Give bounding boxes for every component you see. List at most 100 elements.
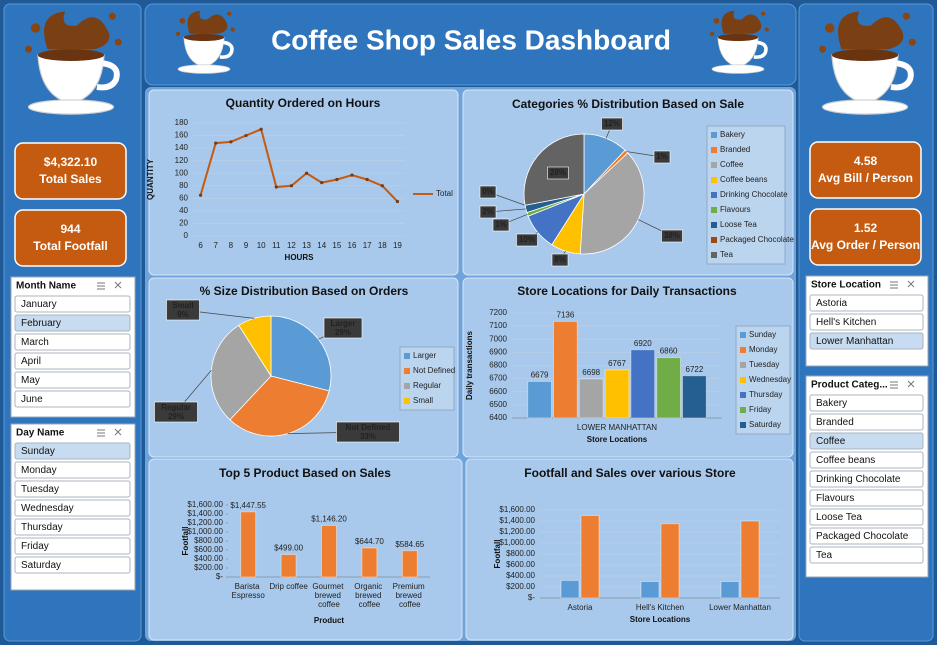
slicer-item-label: June [21, 394, 43, 405]
slicer-item-label: Lower Manhattan [816, 336, 893, 347]
legend-label: Small [413, 396, 433, 405]
data-label: $1,447.55 [230, 501, 266, 510]
slicer-item[interactable] [809, 313, 924, 331]
bar [560, 579, 580, 599]
kpi-card [809, 141, 922, 199]
kpi-label: Total Footfall [33, 239, 107, 253]
slicer-item[interactable] [14, 442, 131, 460]
point [259, 127, 263, 131]
slicer-item[interactable] [809, 413, 924, 431]
legend-label: Sunday [749, 330, 776, 339]
data-label-name: Small [172, 301, 193, 310]
label-box [323, 317, 363, 339]
legend-label: Wednesday [749, 375, 791, 384]
chart-title: Quantity Ordered on Hours [226, 96, 381, 110]
legend-label: Larger [413, 351, 436, 360]
legend-swatch [711, 237, 717, 243]
slicer-item[interactable] [14, 295, 131, 313]
x-tick-label: 9 [244, 241, 249, 250]
y-tick-label: $1,400.00 [499, 516, 535, 525]
data-label-name: Not Defined [346, 423, 391, 432]
slicer-item-label: Thursday [21, 522, 63, 533]
slicer-item[interactable] [14, 499, 131, 517]
x-axis-title: HOURS [285, 253, 315, 262]
label-box [661, 229, 683, 243]
bar [553, 320, 578, 419]
pie-slice [270, 315, 332, 392]
slicer-item-label: Bakery [816, 398, 847, 409]
slicer-item[interactable] [809, 546, 924, 564]
slicer-icon[interactable] [97, 428, 122, 437]
point [335, 177, 339, 182]
legend-label: Coffee beans [720, 175, 767, 184]
slicer-item[interactable] [809, 451, 924, 469]
slicer-icon[interactable] [97, 281, 122, 290]
y-tick-label: 6900 [489, 347, 507, 356]
slicer-item-label: Hell's Kitchen [816, 317, 876, 328]
slicer-item[interactable] [809, 432, 924, 450]
legend-label: Regular [413, 381, 441, 390]
data-label: 0% [482, 187, 494, 196]
point [198, 193, 203, 197]
point [229, 140, 233, 144]
kpi-card [14, 142, 127, 200]
legend-swatch [711, 207, 717, 213]
y-tick-label: 0 [184, 231, 189, 240]
slicer-item[interactable] [14, 314, 131, 332]
data-label: 28% [550, 168, 566, 177]
y-tick-label: 160 [175, 131, 189, 140]
data-label: $644.70 [355, 537, 384, 546]
slicer-item[interactable] [809, 332, 924, 350]
y-tick-label: 6700 [489, 374, 507, 383]
x-tick-label: Organic brewed coffee [354, 582, 384, 609]
slicer-item[interactable] [809, 470, 924, 488]
x-tick-label: Astoria [568, 603, 593, 612]
slicer-title: Product Categ... [811, 380, 888, 391]
chart-title: Categories % Distribution Based on Sale [512, 97, 744, 111]
slicer-item[interactable] [809, 527, 924, 545]
bar [660, 523, 680, 599]
y-tick-label: 80 [179, 181, 188, 190]
y-tick-label: 20 [179, 219, 188, 228]
slicer-item[interactable] [14, 333, 131, 351]
x-tick-label: Lower Manhattan [709, 603, 771, 612]
pie-slice [579, 152, 645, 255]
slicer-icon[interactable] [890, 280, 915, 289]
slicer-item[interactable] [809, 294, 924, 312]
bar [240, 511, 257, 578]
bar [604, 369, 630, 419]
y-tick-label: 60 [179, 193, 188, 202]
legend-swatch [740, 392, 746, 398]
kpi-label: Avg Bill / Person [818, 171, 913, 185]
kpi-value: 1.52 [854, 221, 878, 235]
x-tick-label: 10 [257, 241, 266, 250]
slicer-item[interactable] [809, 489, 924, 507]
slicer-item[interactable] [14, 390, 131, 408]
slicer-item[interactable] [14, 461, 131, 479]
slicer-icon[interactable] [890, 380, 915, 389]
slicer-item[interactable] [14, 518, 131, 536]
slicer-item[interactable] [14, 556, 131, 574]
label-box [479, 185, 497, 199]
x-tick-label: 17 [363, 241, 372, 250]
legend-label: Total [436, 189, 453, 198]
x-tick-label: 11 [272, 241, 281, 250]
slicer-item[interactable] [809, 394, 924, 412]
data-label: 29% [335, 328, 351, 337]
slicer-item[interactable] [809, 508, 924, 526]
x-axis-title: Store Locations [587, 435, 648, 444]
point [365, 177, 369, 182]
x-tick-label: 15 [332, 241, 341, 250]
data-label: 2% [482, 207, 494, 216]
slicer-item[interactable] [14, 480, 131, 498]
legend-label: Flavours [720, 205, 751, 214]
data-label: 6767 [608, 359, 626, 368]
slicer-item[interactable] [14, 537, 131, 555]
legend-label: Friday [749, 405, 771, 414]
point [380, 184, 384, 188]
legend-swatch [404, 368, 410, 374]
chart-panel [465, 458, 794, 641]
slicer-item[interactable] [14, 371, 131, 389]
slicer-item[interactable] [14, 352, 131, 370]
y-tick-label: 120 [175, 156, 189, 165]
